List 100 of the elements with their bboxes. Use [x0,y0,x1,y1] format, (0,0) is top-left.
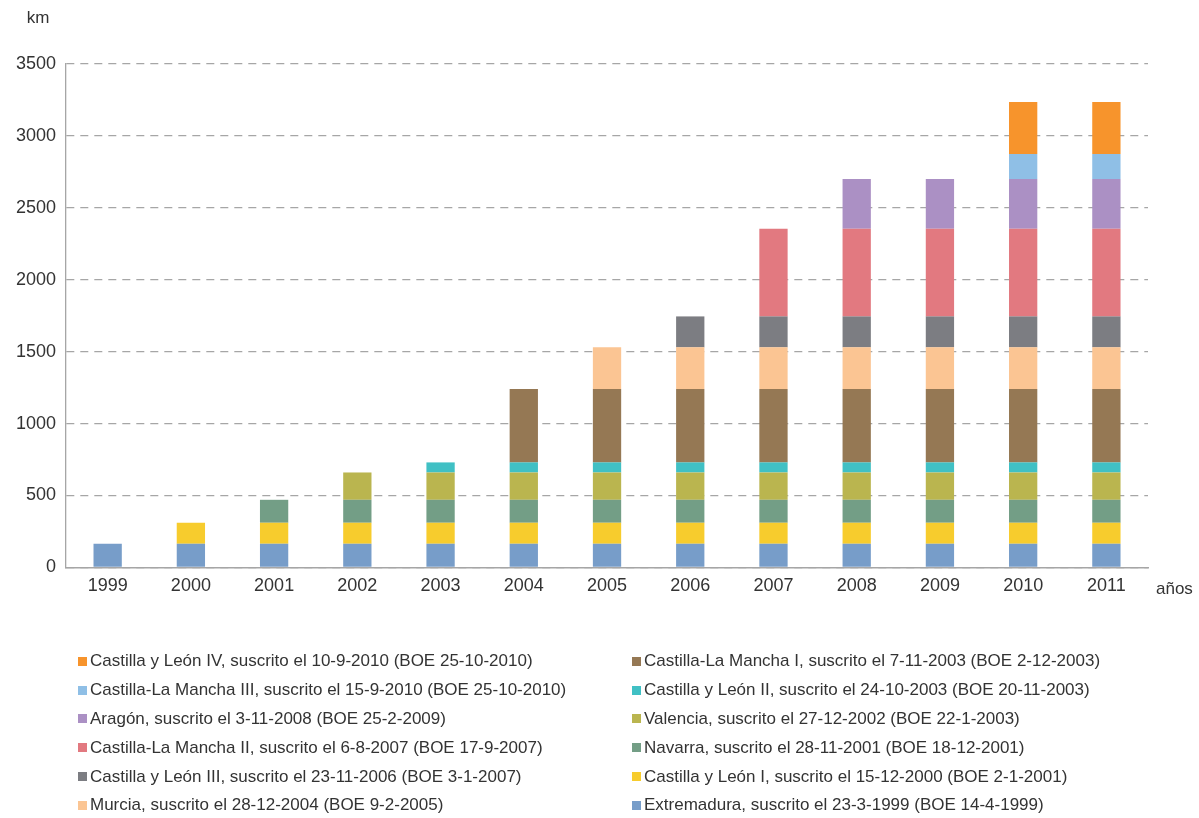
bar [1092,543,1121,567]
bar [676,543,705,567]
bar [1009,102,1038,154]
bar [509,499,538,523]
x-tick-label: 2010 [1003,575,1044,596]
bar [1092,153,1121,180]
bar [842,522,871,544]
bar [842,462,871,473]
y-tick-label: 2000 [16,268,57,289]
bar [676,347,705,390]
y-axis-title: km [26,7,50,27]
x-axis-title: años [1156,579,1193,599]
bar [1009,316,1038,348]
bar [1092,228,1121,317]
bar [1009,462,1038,473]
bar [925,389,955,463]
bar [925,179,955,229]
bar [259,543,289,567]
bar [676,499,705,523]
bar [1009,179,1038,229]
y-tick-label: 1500 [16,340,57,361]
bar [1009,228,1038,317]
bar [509,462,538,473]
bar [842,472,871,500]
x-tick-label: 2009 [919,575,960,596]
legend-label: Castilla y León II, suscrito el 24-10-2003 (BOE 20-11-2003) [644,680,1090,701]
x-tick-label: 2008 [836,575,877,596]
bar [1009,472,1038,500]
bar [925,316,955,348]
bar [426,522,455,544]
bar [509,389,538,463]
legend-label: Castilla y León I, suscrito el 15-12-2000 (BOE 2-1-2001) [644,766,1068,787]
bar [592,462,622,473]
bar [842,316,871,348]
bar [759,472,788,500]
bar [1092,462,1121,473]
bar [925,347,955,390]
y-tick-label: 2500 [16,196,57,217]
legend-label: Valencia, suscrito el 27-12-2002 (BOE 22-1-2003) [644,708,1020,729]
bar [842,179,871,229]
legend-label: Castilla-La Mancha III, suscrito el 15-9-2010 (BOE 25-10-2010) [90,680,567,701]
bar [1092,522,1121,544]
bar [925,499,955,523]
legend-label: Navarra, suscrito el 28-11-2001 (BOE 18-12-2001) [644,737,1025,758]
bar [1009,522,1038,544]
bar [676,472,705,500]
bar [759,499,788,523]
bar [592,543,622,567]
y-tick-label: 3000 [16,124,57,145]
bar [93,543,122,567]
bar [1009,153,1038,180]
bar [343,472,372,500]
legend-label: Aragón, suscrito el 3-11-2008 (BOE 25-2-2009) [90,708,446,729]
y-tick-label: 0 [46,556,57,577]
bar [259,522,289,544]
bar [426,543,455,567]
y-tick-label: 1000 [16,412,57,433]
legend-label: Murcia, suscrito el 28-12-2004 (BOE 9-2-2005) [90,795,444,816]
bar [1092,347,1121,390]
bar [343,499,372,523]
bar [1092,472,1121,500]
bar [759,522,788,544]
legend-label: Castilla-La Mancha II, suscrito el 6-8-2007 (BOE 17-9-2007) [90,737,543,758]
bar [1009,543,1038,567]
bar [176,522,206,544]
bar [842,543,871,567]
bar [592,389,622,463]
bar [426,499,455,523]
bar [259,499,289,523]
bar [925,522,955,544]
y-tick-label: 3500 [16,52,57,73]
bar [676,462,705,473]
legend-label: Extremadura, suscrito el 23-3-1999 (BOE 14-4-1999) [644,795,1044,816]
bar [1092,179,1121,229]
bar [676,389,705,463]
x-tick-label: 2006 [670,575,711,596]
bar [1009,389,1038,463]
bar [1092,102,1121,154]
bar [509,472,538,500]
bar [426,472,455,500]
x-tick-label: 2003 [420,575,461,596]
bar [1092,389,1121,463]
bar [509,522,538,544]
bar [925,462,955,473]
bar [676,522,705,544]
bar [759,347,788,390]
bar [176,543,206,567]
bar [343,543,372,567]
bar [1009,499,1038,523]
bar [426,462,455,473]
bar [592,472,622,500]
bar [759,462,788,473]
x-tick-label: 1999 [87,575,128,596]
bar [759,389,788,463]
x-tick-label: 2007 [753,575,794,596]
bar [759,228,788,317]
bar [759,543,788,567]
legend-label: Castilla y León IV, suscrito el 10-9-2010 (BOE 25-10-2010) [90,651,533,672]
bar [842,347,871,390]
bar [343,522,372,544]
